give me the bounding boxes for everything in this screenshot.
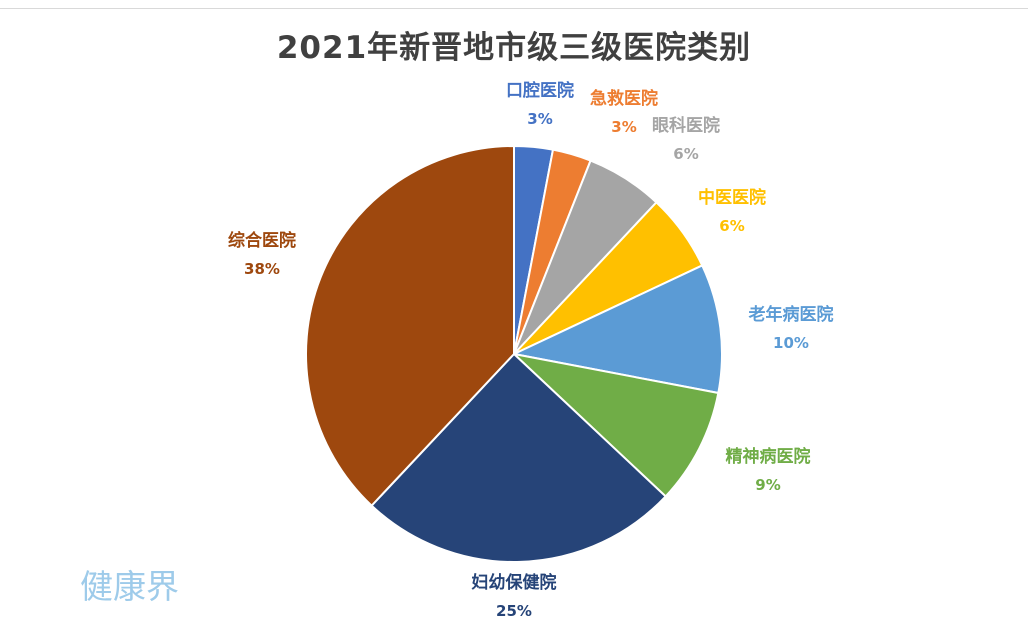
pie-slice (510, 264, 723, 395)
pie-slice (305, 144, 515, 508)
slice-category-label: 口腔医院 (506, 80, 574, 101)
pie-slice (510, 352, 720, 498)
slice-percent-label: 3% (527, 110, 552, 128)
slice-percent-label: 25% (496, 602, 532, 620)
slice-category-label: 妇幼保健院 (471, 572, 557, 593)
slice-category-label: 中医医院 (698, 187, 766, 208)
slice-category-label: 老年病医院 (748, 304, 834, 325)
chart-title: 2021年新晋地市级三级医院类别 (276, 30, 752, 66)
pie-slice (370, 352, 668, 563)
watermark-logo: 健康界 (80, 567, 179, 606)
slice-category-label: 精神病医院 (726, 446, 811, 467)
slice-category-label: 眼科医院 (652, 115, 720, 136)
slice-percent-label: 9% (755, 476, 780, 494)
slice-percent-label: 3% (611, 118, 636, 136)
slice-category-label: 急救医院 (590, 88, 658, 109)
slice-percent-label: 6% (673, 145, 698, 163)
slice-percent-label: 10% (773, 334, 809, 352)
slice-category-label: 综合医院 (228, 230, 296, 251)
slice-percent-label: 6% (719, 217, 744, 235)
slice-percent-label: 38% (244, 260, 280, 278)
top-divider-line (0, 8, 1028, 9)
